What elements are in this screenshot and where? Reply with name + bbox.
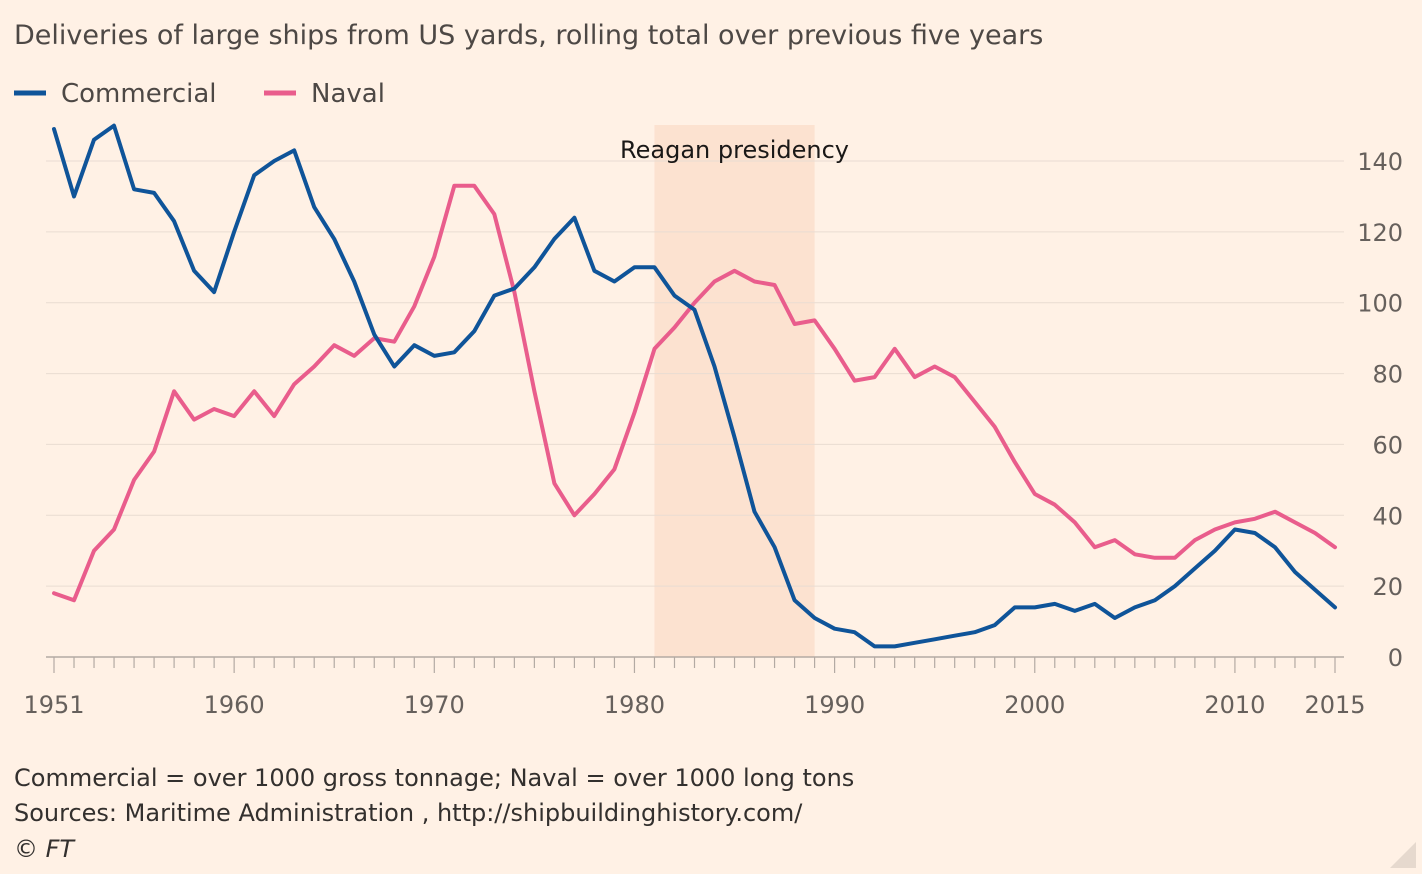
legend-label-commercial: Commercial [61, 79, 217, 109]
x-tick-label: 1951 [23, 691, 84, 719]
legend-label-naval: Naval [311, 79, 385, 109]
sources-note: Sources: Maritime Administration , http:… [14, 799, 803, 827]
y-tick-label: 60 [1372, 431, 1403, 459]
x-tick-label: 1960 [204, 691, 265, 719]
y-tick-label: 140 [1357, 148, 1403, 176]
x-tick-label: 2000 [1004, 691, 1065, 719]
y-tick-label: 80 [1372, 361, 1403, 389]
copyright-note: © FT [14, 835, 75, 863]
x-tick-label: 1990 [804, 691, 865, 719]
chart-legend: Commercial Naval [14, 79, 385, 109]
x-tick-label: 1980 [604, 691, 665, 719]
x-tick-label: 1970 [404, 691, 465, 719]
series-line-commercial [52, 123, 1337, 649]
series-line-naval [52, 183, 1337, 603]
definition-note: Commercial = over 1000 gross tonnage; Na… [14, 764, 855, 792]
reagan-presidency-band [654, 125, 815, 657]
y-tick-label: 120 [1357, 219, 1403, 247]
y-tick-label: 0 [1388, 644, 1403, 672]
y-tick-label: 20 [1372, 573, 1403, 601]
y-gridlines [46, 160, 1344, 587]
y-tick-label: 100 [1357, 290, 1403, 318]
y-tick-label: 40 [1372, 502, 1403, 530]
x-tick-label: 2015 [1304, 691, 1365, 719]
resize-grip-icon [1390, 842, 1416, 868]
x-tick-label: 2010 [1204, 691, 1265, 719]
chart-title: Deliveries of large ships from US yards,… [14, 20, 1043, 51]
reagan-presidency-label: Reagan presidency [620, 136, 849, 164]
